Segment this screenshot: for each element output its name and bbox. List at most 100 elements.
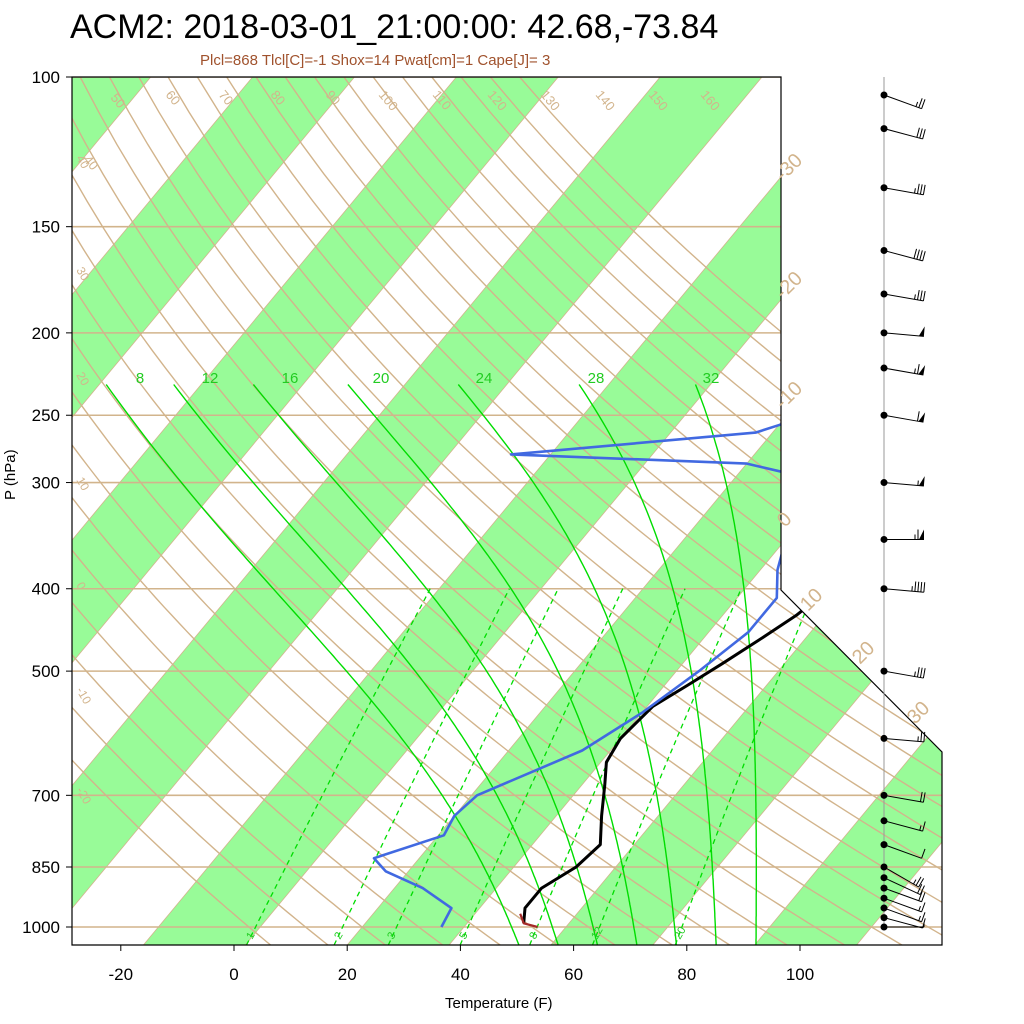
- isotherm-band: [550, 77, 942, 945]
- y-tick-label: 100: [32, 68, 60, 87]
- dry-adiabat: [72, 77, 673, 945]
- wind-barb: [883, 367, 924, 376]
- wind-barb-feather: [916, 411, 920, 422]
- dry-adiabat: [372, 77, 942, 945]
- parcel-line: [519, 913, 538, 929]
- left-isotherm-label: 10: [73, 475, 92, 494]
- dry-adiabat: [72, 77, 731, 945]
- left-isotherm-label: -10: [73, 685, 94, 707]
- wind-barb: [883, 482, 924, 487]
- y-tick-label: 400: [32, 580, 60, 599]
- dry-adiabat: [72, 77, 903, 945]
- x-axis-label: Temperature (F): [445, 995, 553, 1012]
- left-isotherm-label: 40: [73, 153, 92, 172]
- wind-barb: [883, 737, 924, 743]
- y-tick-label: 850: [32, 858, 60, 877]
- wind-barb: [883, 187, 924, 196]
- dry-adiabat: [284, 77, 942, 945]
- dry-adiabat: [72, 77, 329, 945]
- wind-barb: [883, 844, 922, 859]
- dry-adiabat: [72, 77, 942, 945]
- wind-barb-feather: [913, 248, 918, 259]
- dry-adiabat: [72, 77, 386, 945]
- dry-adiabat: [79, 77, 942, 945]
- dry-adiabat: [343, 77, 942, 945]
- wind-barb: [883, 820, 923, 832]
- moist-adiabat: [252, 384, 599, 945]
- moist-adiabat: [578, 384, 717, 945]
- y-tick-label: 700: [32, 786, 60, 805]
- y-tick-label: 200: [32, 324, 60, 343]
- wind-barb-feather: [916, 667, 920, 678]
- dry-adiabat: [72, 77, 616, 945]
- mixing-ratio-label: 12: [589, 925, 606, 942]
- mixing-ratio-label: 3: [385, 930, 398, 941]
- wind-barb-flag: [918, 326, 925, 337]
- wind-barb-feather: [921, 848, 926, 859]
- dry-adiabat: [138, 77, 942, 945]
- x-tick-label: 60: [564, 965, 583, 984]
- mixing-ratio-label: 20: [672, 925, 689, 942]
- wind-barb: [883, 794, 924, 803]
- wind-barb-feather: [920, 581, 923, 593]
- wind-barb-feather: [922, 251, 926, 261]
- isotherm-band: [72, 77, 356, 945]
- wind-barb-feather: [923, 582, 926, 593]
- mixing-ratio-label: 5: [457, 930, 470, 941]
- left-isotherm-label: 20: [73, 370, 92, 389]
- moist-adiabat-label: 16: [282, 370, 299, 387]
- wind-barb-feather: [922, 184, 926, 195]
- moist-adiabat: [694, 384, 757, 945]
- x-tick-label: 40: [451, 965, 470, 984]
- dry-adiabat-label: 140: [593, 87, 618, 113]
- wind-barb-feather: [917, 884, 923, 894]
- wind-barb: [883, 128, 923, 140]
- wind-barb-feather: [919, 250, 923, 261]
- wind-barb-feather: [922, 918, 926, 929]
- wind-barb: [883, 877, 921, 896]
- wind-barb-feather: [915, 876, 922, 886]
- wind-barb-feather: [920, 731, 923, 742]
- dry-adiabat: [72, 77, 272, 945]
- y-tick-label: 1000: [22, 918, 60, 937]
- moist-adiabat-label: 28: [588, 370, 605, 387]
- wind-barb-feather: [918, 878, 925, 888]
- dry-adiabat: [167, 77, 942, 945]
- wind-barb-feather: [921, 99, 926, 109]
- dry-adiabat-label: 60: [163, 87, 184, 108]
- x-tick-label: 0: [229, 965, 238, 984]
- wind-barb-half-feather: [914, 671, 916, 677]
- wind-barb: [883, 588, 924, 593]
- wind-barb-feather: [914, 581, 917, 592]
- dry-adiabat: [226, 77, 942, 945]
- wind-barb-feather: [918, 98, 923, 108]
- wind-barb-half-feather: [918, 915, 921, 921]
- wind-barb-feather: [921, 902, 926, 913]
- chart-title: ACM2: 2018-03-01_21:00:00: 42.68,-73.84: [70, 8, 719, 46]
- wind-barb-feather: [918, 891, 923, 901]
- wind-barb-feather: [921, 912, 926, 922]
- wind-barb-feather: [921, 892, 926, 902]
- wind-barb: [883, 414, 924, 423]
- wind-barb-feather: [922, 792, 926, 803]
- right-isotherm-label: 30: [903, 697, 934, 728]
- y-tick-label: 250: [32, 406, 60, 425]
- wind-barb-flag: [919, 529, 924, 540]
- wind-barb-feather: [916, 183, 920, 194]
- dry-adiabat: [72, 77, 845, 945]
- isotherm-band: [958, 77, 1024, 945]
- mixing-ratio-line: [333, 588, 510, 945]
- wind-barb-feather: [922, 290, 926, 302]
- plot-area: [72, 77, 1024, 945]
- y-tick-label: 300: [32, 474, 60, 493]
- dry-adiabat: [401, 77, 942, 945]
- dry-adiabat: [314, 77, 942, 945]
- plot-frame: [71, 76, 943, 946]
- wind-barb: [883, 887, 922, 903]
- wind-barb-feather: [919, 667, 923, 678]
- moist-adiabat: [105, 384, 520, 945]
- dry-adiabat: [108, 77, 942, 945]
- wind-barb-feather: [919, 885, 925, 895]
- wind-barb-half-feather: [913, 879, 917, 885]
